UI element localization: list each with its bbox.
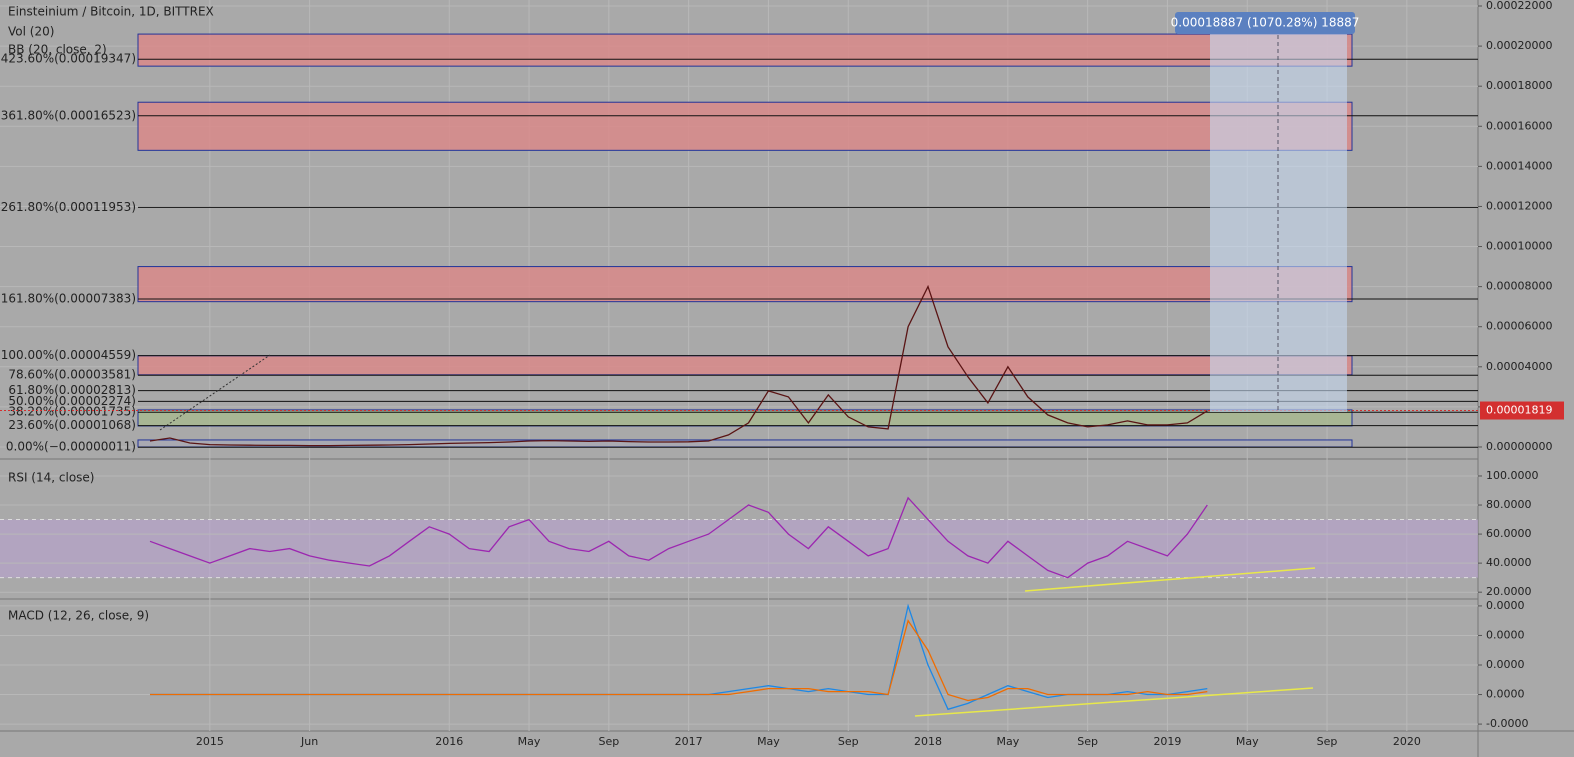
y-tick-label: 0.00022000 — [1486, 0, 1552, 12]
last-price-tag — [1480, 401, 1564, 420]
y-tick-label: 0.00008000 — [1486, 280, 1552, 293]
measure-label: 0.00018887 (1070.28%) 18887 — [1171, 16, 1360, 30]
y-tick-label: -0.0000 — [1486, 717, 1528, 730]
y-tick-label: 0.00006000 — [1486, 320, 1552, 333]
y-tick-label: 0.00018000 — [1486, 79, 1552, 92]
x-tick-label: 2018 — [914, 735, 942, 748]
price-zone — [137, 266, 1353, 303]
y-tick-label: 0.00016000 — [1486, 119, 1552, 132]
rsi-band — [0, 519, 1478, 578]
x-tick-label: 2019 — [1153, 735, 1181, 748]
x-tick-label: May — [996, 735, 1019, 748]
y-tick-label: 0.0000 — [1486, 628, 1525, 641]
indicator-label: BB (20, close, 2) — [8, 43, 107, 57]
fib-label: 23.60%(0.00001068) — [8, 418, 136, 432]
x-tick-label: Sep — [1317, 735, 1338, 748]
y-tick-label: 40.0000 — [1486, 556, 1532, 569]
measure-label-bg — [1175, 12, 1355, 34]
y-tick-label: 100.0000 — [1486, 469, 1539, 482]
y-tick-label: 0.00020000 — [1486, 39, 1552, 52]
x-tick-label: May — [518, 735, 541, 748]
fib-label: 78.60%(0.00003581) — [8, 368, 136, 382]
series-line — [149, 496, 1208, 579]
fib-label: 38.20%(0.00001735) — [8, 405, 136, 419]
y-tick-label: 60.0000 — [1486, 527, 1532, 540]
x-tick-label: Sep — [1077, 735, 1098, 748]
chart-title: Einsteinium / Bitcoin, 1D, BITTREX — [8, 5, 214, 19]
y-tick-label: 80.0000 — [1486, 498, 1532, 511]
x-tick-label: Sep — [598, 735, 619, 748]
series-line — [150, 619, 1208, 702]
x-tick-label: Sep — [838, 735, 859, 748]
price-zone — [137, 33, 1353, 67]
pane-title: MACD (12, 26, close, 9) — [8, 609, 149, 623]
price-zone — [137, 355, 1353, 376]
y-tick-label: 0.00014000 — [1486, 159, 1552, 172]
y-tick-label: 0.00000000 — [1486, 440, 1552, 453]
fib-label: 361.80%(0.00016523) — [1, 108, 136, 122]
x-tick-label: May — [1236, 735, 1259, 748]
x-tick-label: Jun — [300, 735, 318, 748]
x-tick-label: 2020 — [1393, 735, 1421, 748]
fib-label: 0.00%(−0.00000011) — [6, 440, 136, 454]
macd-trendline — [914, 687, 1314, 717]
indicator-label: Vol (20) — [8, 25, 54, 39]
y-tick-label: 0.00012000 — [1486, 199, 1552, 212]
x-tick-label: May — [757, 735, 780, 748]
y-tick-label: 0.0000 — [1486, 599, 1525, 612]
fib-label: 100.00%(0.00004559) — [1, 348, 136, 362]
rsi-trendline — [1024, 567, 1316, 592]
fib-label: 423.60%(0.00019347) — [1, 52, 136, 66]
fib-label: 50.00%(0.00002274) — [8, 394, 136, 408]
y-tick-label: 0.0000 — [1486, 688, 1525, 701]
fib-label: 261.80%(0.00011953) — [1, 200, 136, 214]
pane-title: RSI (14, close) — [8, 471, 94, 485]
y-tick-label: 0.00004000 — [1486, 360, 1552, 373]
fib-label: 161.80%(0.00007383) — [1, 291, 136, 305]
last-price-label: 0.00001819 — [1486, 404, 1552, 417]
fib-label: 61.80%(0.00002813) — [8, 383, 136, 397]
y-tick-label: 20.0000 — [1486, 585, 1532, 598]
y-tick-label: 0.00010000 — [1486, 240, 1552, 253]
x-tick-label: 2015 — [196, 735, 224, 748]
x-tick-label: 2016 — [435, 735, 463, 748]
price-zone — [137, 101, 1353, 151]
y-tick-label: 0.0000 — [1486, 658, 1525, 671]
x-tick-label: 2017 — [675, 735, 703, 748]
series-line — [149, 284, 1208, 447]
